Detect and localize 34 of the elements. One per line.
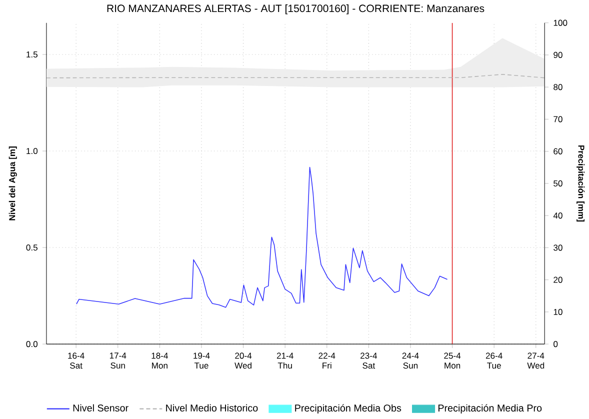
- legend-label: Nivel Medio Historico: [166, 404, 258, 412]
- y2-axis-title: Precipitación [mm]: [576, 146, 585, 222]
- y-tick-label: 1.0: [26, 148, 38, 154]
- y2-tick-label: 10: [554, 309, 562, 316]
- y2-tick-label: 90: [554, 52, 562, 58]
- y-axis-title: Nivel del Agua [m]: [8, 146, 17, 220]
- y2-tick-label: 30: [554, 244, 562, 251]
- x-tick-label: 21-4 Thu: [276, 352, 294, 369]
- y2-tick-label: 0: [554, 341, 558, 348]
- chart-title: RIO MANZANARES ALERTAS - AUT [1501700160] - CORRIENTE: Manzanares: [107, 4, 484, 14]
- y2-tick-label: 50: [554, 180, 562, 187]
- x-tick-label: 18-4 Mon: [152, 352, 168, 369]
- x-tick-label: 17-4 Sun: [110, 352, 126, 369]
- x-tick-label: 26-4 Tue: [486, 352, 502, 369]
- legend-label: Precipitación Media Pro: [438, 404, 542, 414]
- y2-tick-label: 70: [554, 116, 562, 122]
- x-tick-label: 25-4 Mon: [444, 352, 461, 369]
- y2-tick-label: 40: [553, 212, 562, 219]
- y2-tick-label: 20: [554, 276, 562, 283]
- y-tick-label: 1.5: [26, 52, 38, 58]
- x-tick-label: 22-4 Fri: [318, 352, 336, 369]
- x-tick-label: 23-4 Sat: [360, 352, 377, 369]
- x-tick-label: 16-4 Sat: [68, 352, 84, 369]
- legend-label: Precipitación Media Obs: [295, 404, 402, 414]
- legend-label: Nivel Sensor: [73, 404, 128, 412]
- y-tick-label: 0.5: [26, 244, 38, 251]
- y-tick-label: 0.0: [26, 341, 38, 348]
- y2-tick-label: 80: [554, 84, 562, 90]
- x-tick-label: 20-4 Wed: [234, 352, 252, 369]
- y2-tick-label: 100: [554, 20, 568, 26]
- x-tick-label: 19-4 Tue: [194, 352, 210, 369]
- x-tick-label: 27-4 Wed: [527, 352, 544, 369]
- y2-tick-label: 60: [554, 148, 562, 154]
- x-tick-label: 24-4 Sun: [402, 352, 419, 369]
